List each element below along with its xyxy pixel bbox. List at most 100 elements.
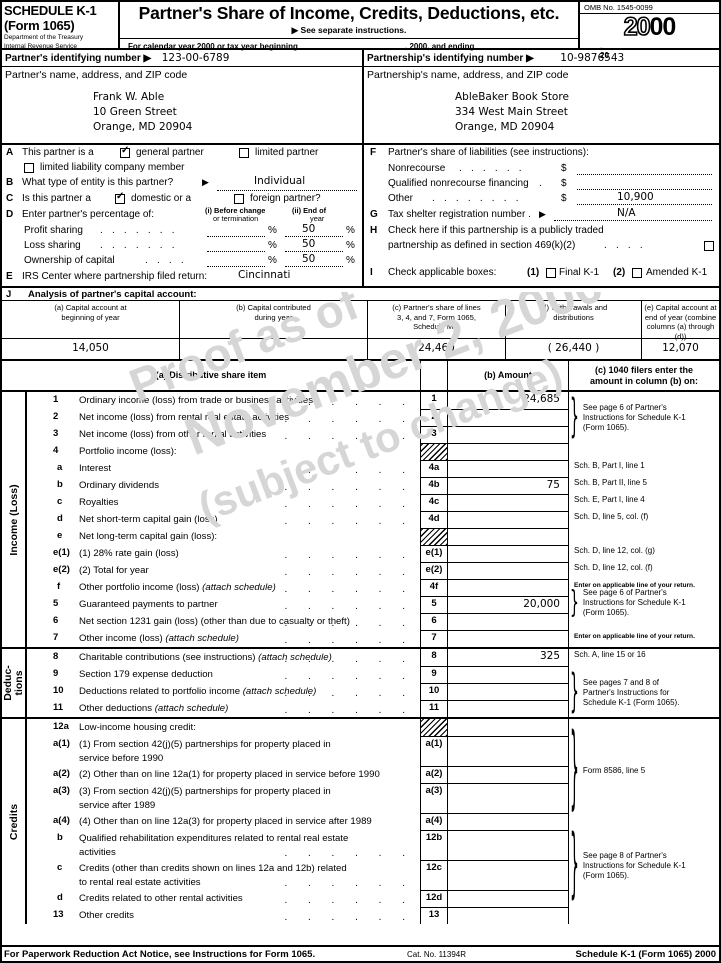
row-amount-input[interactable] bbox=[448, 719, 569, 736]
row-amount-input[interactable]: 20,000 bbox=[448, 596, 569, 613]
row-amount-input[interactable] bbox=[448, 494, 569, 511]
capital-col-e-value[interactable]: 12,070 bbox=[662, 342, 699, 354]
row-amount-input[interactable] bbox=[448, 907, 569, 924]
row-amount-input[interactable] bbox=[448, 579, 569, 596]
table-row: e Net long-term capital gain (loss): bbox=[27, 528, 719, 545]
row-amount-input[interactable] bbox=[448, 890, 569, 907]
row-amount-input[interactable] bbox=[448, 683, 569, 700]
item-a-letter: A bbox=[6, 147, 14, 158]
checkbox-general-partner[interactable] bbox=[120, 145, 130, 158]
checkbox-llc-member[interactable] bbox=[24, 163, 34, 173]
row-amount-input[interactable] bbox=[448, 736, 569, 766]
row-description: 7 Other income (loss) (attach schedule) . … bbox=[27, 630, 421, 647]
checkbox-final-k1[interactable] bbox=[546, 268, 556, 278]
row-line-number: a bbox=[57, 462, 63, 473]
capital-col-d-value[interactable]: ( 26,440 ) bbox=[506, 339, 642, 359]
checkbox-limited-partner[interactable] bbox=[239, 148, 249, 158]
capital-col-b-value[interactable] bbox=[180, 339, 368, 359]
profit-sharing-end-value[interactable]: 50 bbox=[302, 223, 316, 235]
form-footer: For Paperwork Reduction Act Notice, see … bbox=[2, 945, 719, 961]
partnership-id-label: Partnership's identifying number ▶ bbox=[367, 53, 534, 64]
other-liability-leader: . . . . . . . . bbox=[432, 193, 522, 204]
row-amount-input[interactable] bbox=[448, 511, 569, 528]
year-prefix: 20 bbox=[623, 13, 651, 42]
row-reference bbox=[569, 443, 719, 460]
row-reference bbox=[569, 736, 719, 766]
partner-id-label: Partner's identifying number ▶ bbox=[5, 53, 152, 64]
row-amount-input[interactable] bbox=[448, 443, 569, 460]
table-row: 1 Ordinary income (loss) from trade or bu… bbox=[27, 392, 719, 409]
form-number: (Form 1065) bbox=[4, 18, 75, 33]
col-i-header-line1: (i) Before change bbox=[205, 206, 266, 215]
row-number-box: 4c bbox=[421, 494, 448, 511]
row-amount-input[interactable] bbox=[448, 409, 569, 426]
table-row: 3 Net income (loss) from other rental act… bbox=[27, 426, 719, 443]
row-line-number: d bbox=[57, 513, 63, 524]
item-g-value[interactable]: N/A bbox=[617, 207, 636, 219]
section-j-header: J Analysis of partner's capital account: bbox=[2, 288, 719, 301]
checkbox-amended-k1[interactable] bbox=[632, 268, 642, 278]
item-i-letter: I bbox=[370, 267, 373, 278]
section-income-loss: Income (Loss) 1 Ordinary income (loss) fro… bbox=[2, 392, 719, 649]
ownership-end-value[interactable]: 50 bbox=[302, 253, 316, 265]
row-amount-input[interactable] bbox=[448, 613, 569, 630]
row-amount-input[interactable] bbox=[448, 545, 569, 562]
profit-sharing-before-pct: % bbox=[268, 225, 277, 236]
row-amount-input[interactable] bbox=[448, 783, 569, 813]
row-description: e(1) (1) 28% rate gain (loss) . . . . . . bbox=[27, 545, 421, 562]
row-amount-input[interactable] bbox=[448, 666, 569, 683]
dot-leader: . . . . . . bbox=[284, 705, 414, 716]
partner-id-value[interactable]: 123-00-6789 bbox=[161, 52, 230, 64]
item-e-letter: E bbox=[6, 271, 13, 282]
partner-address-value[interactable]: Frank W. Able 10 Green Street Orange, MD… bbox=[93, 90, 362, 135]
item-b-text: What type of entity is this partner? bbox=[22, 177, 174, 188]
row-line-number: b bbox=[57, 479, 63, 490]
row-number-box bbox=[421, 719, 448, 736]
loss-sharing-end-value[interactable]: 50 bbox=[302, 238, 316, 250]
other-liability-value[interactable]: 10,900 bbox=[617, 191, 654, 203]
checkbox-publicly-traded[interactable] bbox=[704, 241, 714, 251]
capital-col-c-value[interactable]: 24,460 bbox=[368, 339, 506, 359]
row-amount-input[interactable] bbox=[448, 426, 569, 443]
row-amount-input[interactable] bbox=[448, 700, 569, 717]
row-line-number: 8 bbox=[53, 651, 59, 662]
label-final-k1: Final K-1 bbox=[559, 267, 600, 278]
section-j-letter: J bbox=[6, 289, 12, 300]
row-reference: Sch. D, line 12, col. (f) bbox=[574, 563, 653, 572]
row-amount-input[interactable] bbox=[448, 830, 569, 860]
item-e-value[interactable]: Cincinnati bbox=[238, 269, 291, 281]
row-amount-input[interactable]: 24,685 bbox=[448, 392, 569, 409]
row-number-box: 1 bbox=[421, 392, 448, 409]
section-rows: 12a Low-income housing credit: a(1) (1) Fro… bbox=[27, 719, 719, 924]
row-amount-input[interactable] bbox=[448, 562, 569, 579]
row-amount-input[interactable] bbox=[448, 813, 569, 830]
row-amount-input[interactable] bbox=[448, 630, 569, 647]
partner-address-caption: Partner's name, address, and ZIP code bbox=[5, 69, 188, 81]
row-amount-input[interactable] bbox=[448, 860, 569, 890]
row-reference bbox=[569, 700, 719, 717]
partnership-address-value[interactable]: AbleBaker Book Store 334 West Main Stree… bbox=[455, 90, 719, 135]
distributive-share-sections: Income (Loss) 1 Ordinary income (loss) fro… bbox=[2, 392, 719, 924]
row-amount-input[interactable]: 75 bbox=[448, 477, 569, 494]
dot-leader: . . . . . . bbox=[284, 635, 414, 646]
instructions-pointer: ▶ See separate instructions. bbox=[291, 25, 407, 35]
row-reference bbox=[569, 392, 719, 409]
row-amount-input[interactable] bbox=[448, 528, 569, 545]
checkbox-domestic-partner[interactable] bbox=[115, 191, 125, 204]
partnership-id-value[interactable]: 10-9876543 bbox=[560, 52, 625, 64]
form-title-block: Partner's Share of Income, Credits, Dedu… bbox=[120, 2, 609, 60]
section-side-label: Income (Loss) bbox=[2, 392, 27, 647]
row-description: b Ordinary dividends . . . . . . bbox=[27, 477, 421, 494]
row-label: Credits related to other rental activiti… bbox=[79, 893, 243, 904]
row-amount-input[interactable]: 325 bbox=[448, 649, 569, 666]
row-description: 13 Other credits . . . . . . bbox=[27, 907, 421, 924]
partnership-city-state-zip: Orange, MD 20904 bbox=[455, 121, 555, 133]
capital-col-a-value[interactable]: 14,050 bbox=[2, 339, 180, 359]
item-g-rule bbox=[554, 220, 712, 221]
row-amount-input[interactable] bbox=[448, 766, 569, 783]
item-b-value[interactable]: Individual bbox=[254, 175, 306, 187]
checkbox-foreign-partner[interactable] bbox=[234, 194, 244, 204]
row-amount-input[interactable] bbox=[448, 460, 569, 477]
row-label: Other income (loss) (attach schedule) bbox=[79, 633, 239, 644]
name-address-block: Partner's name, address, and ZIP code Fr… bbox=[2, 67, 719, 145]
